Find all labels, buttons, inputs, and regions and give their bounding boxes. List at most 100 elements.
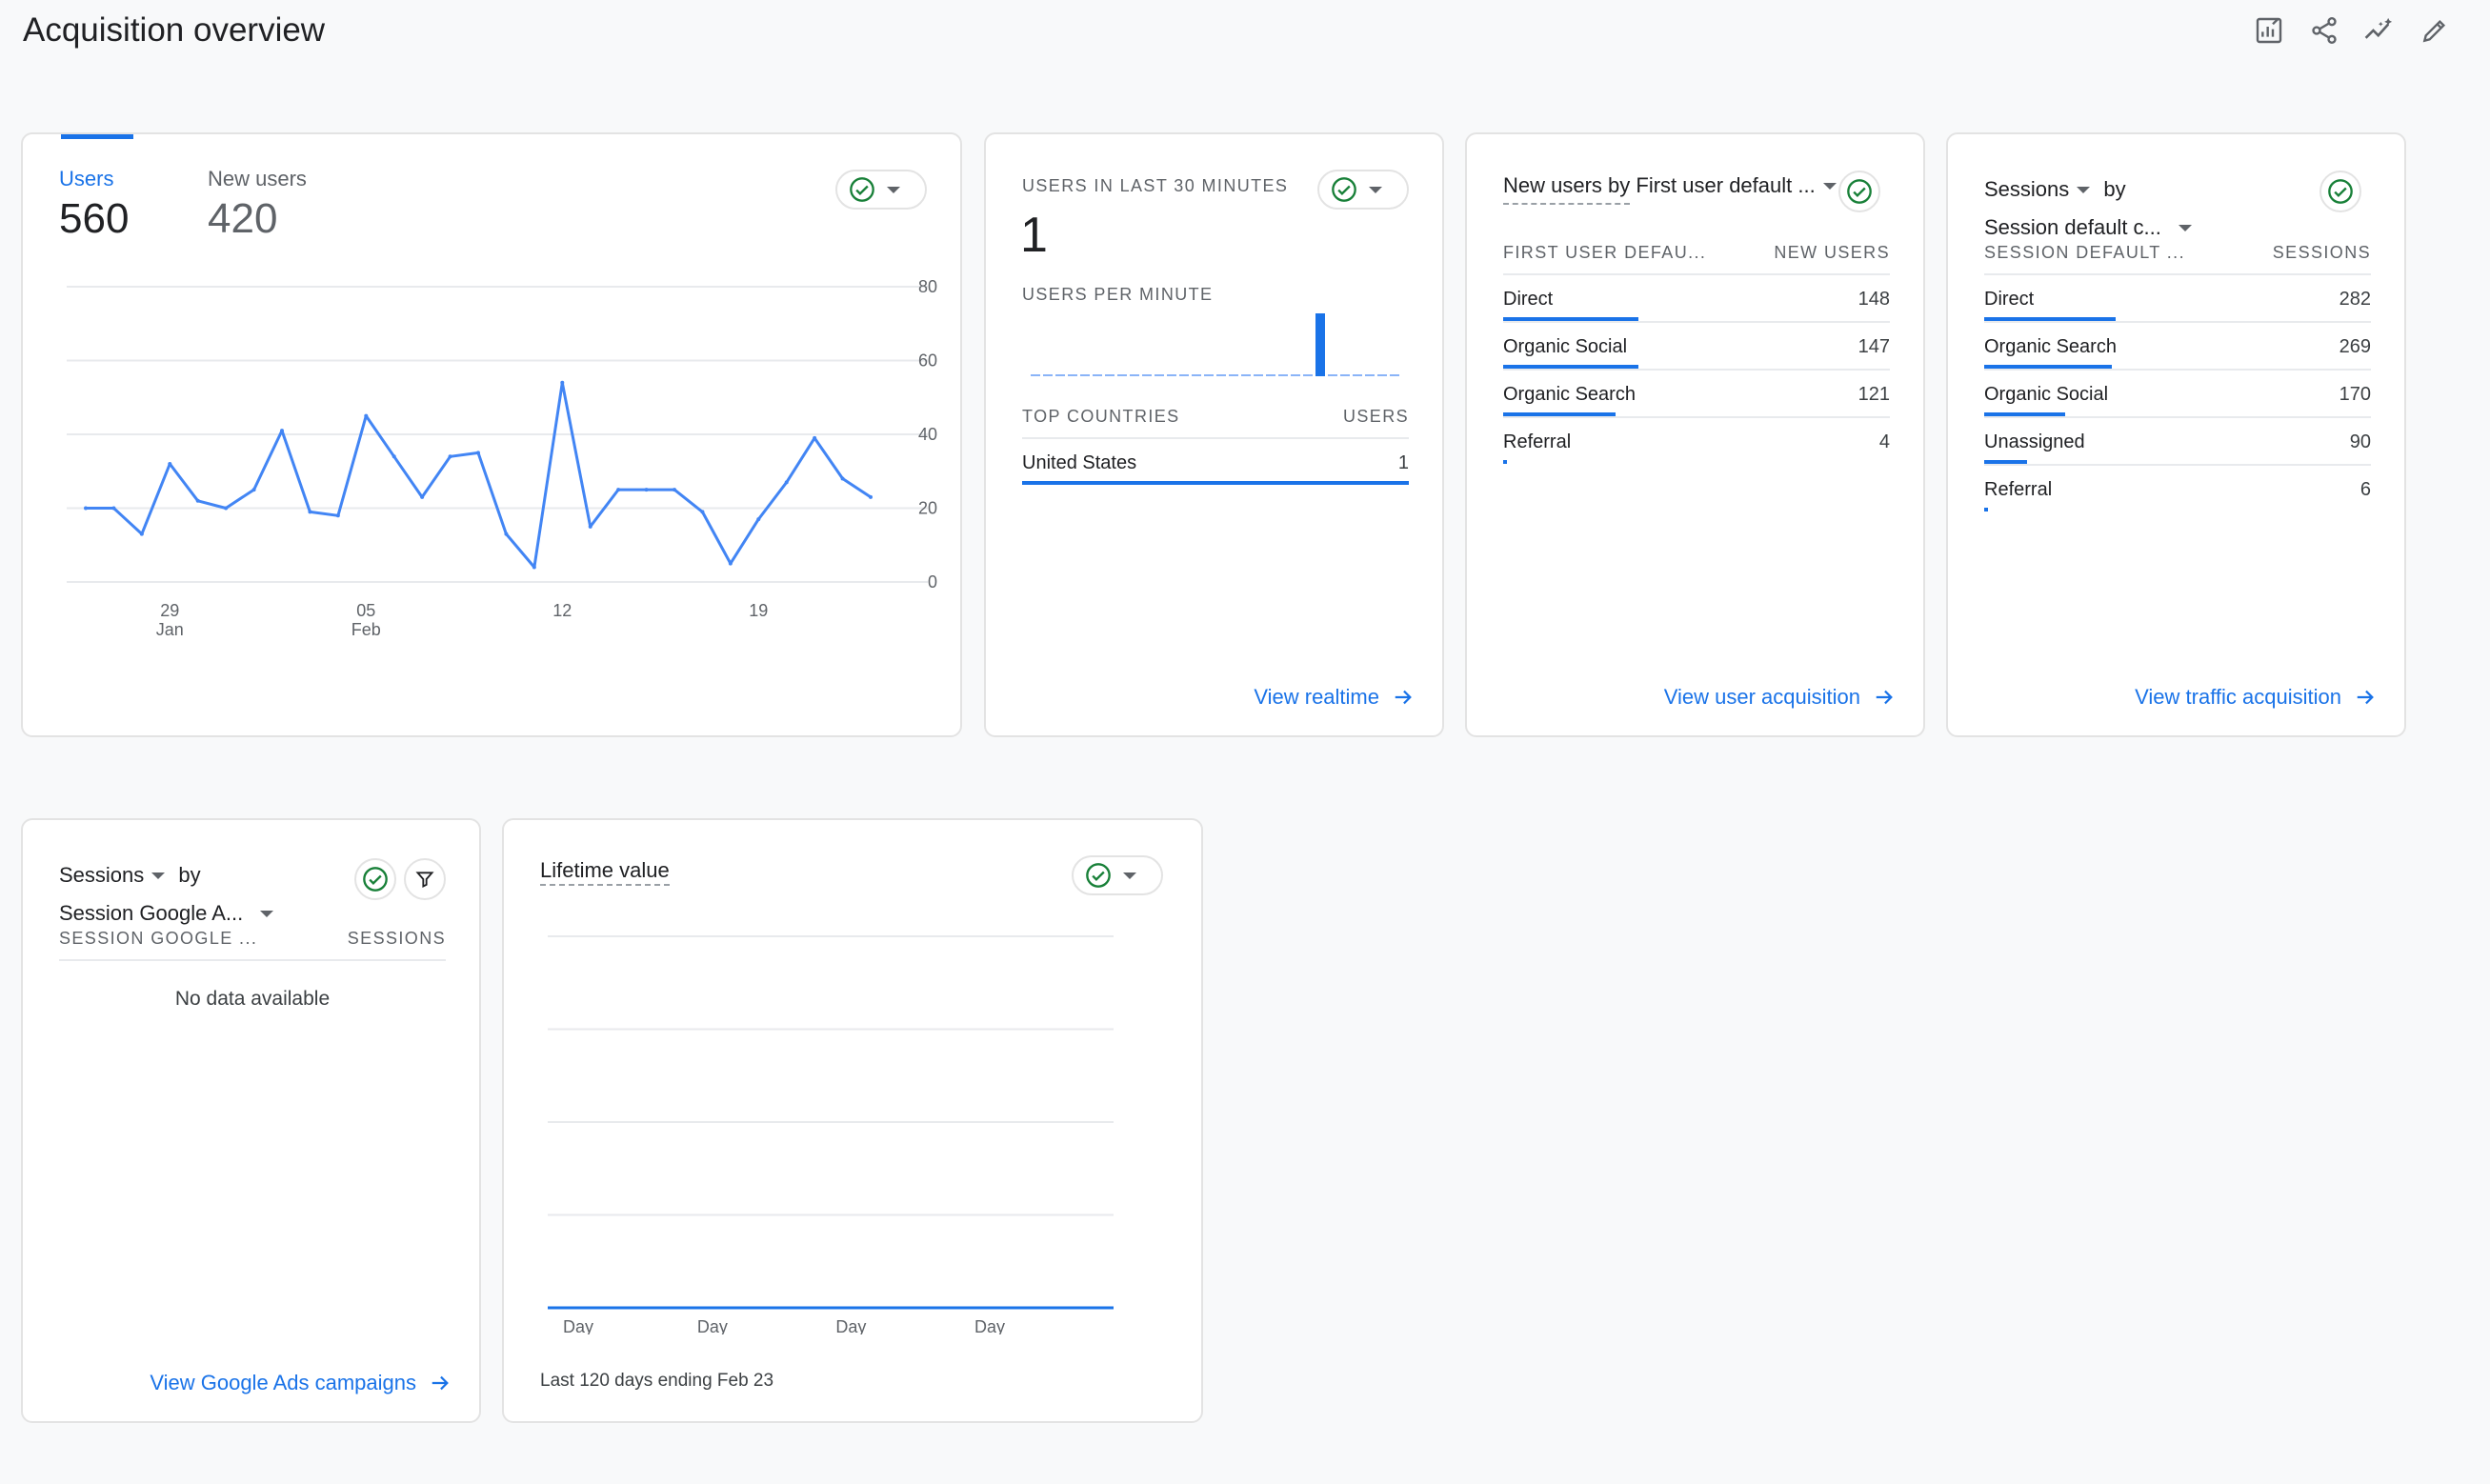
minute-bar[interactable] [1291,374,1300,376]
view-user-acquisition-link[interactable]: View user acquisition [1664,685,1895,710]
minute-bar[interactable] [1130,374,1139,376]
data-point[interactable] [532,565,536,570]
minute-bar[interactable] [1353,374,1362,376]
data-point[interactable] [251,488,256,492]
insights-icon[interactable] [2362,13,2397,48]
minute-bar[interactable] [1068,374,1077,376]
minute-bar[interactable] [1216,374,1226,376]
data-point[interactable] [840,476,845,481]
data-point[interactable] [588,524,592,529]
metric-dropdown[interactable]: Sessions [1984,170,2091,209]
table-row[interactable]: Direct 282 [1984,273,2371,321]
countries-header-label: TOP COUNTRIES [1022,407,1180,426]
data-point[interactable] [420,494,425,499]
table-row[interactable]: Organic Social 170 [1984,369,2371,416]
table-row[interactable]: Organic Social 147 [1503,321,1890,369]
table-row[interactable]: Organic Search 269 [1984,321,2371,369]
table-row[interactable]: Referral 4 [1503,416,1890,464]
minute-bar[interactable] [1229,374,1238,376]
customize-report-icon[interactable] [2252,13,2286,48]
title-line: New users by [1503,173,1631,197]
data-point[interactable] [224,506,229,511]
minute-bar[interactable] [1278,374,1288,376]
table-row[interactable]: Organic Search 121 [1503,369,1890,416]
minute-bar[interactable] [1192,374,1201,376]
view-traffic-acquisition-link[interactable]: View traffic acquisition [2135,685,2376,710]
minute-bar[interactable] [1241,374,1251,376]
view-realtime-link[interactable]: View realtime [1254,685,1414,710]
data-point[interactable] [448,454,452,459]
minute-bar[interactable] [1254,374,1263,376]
filter-button[interactable] [404,858,446,900]
dimension-dropdown[interactable]: First user default ... [1636,170,1837,201]
data-point[interactable] [756,517,761,522]
data-point[interactable] [700,510,705,514]
chevron-down-icon [151,872,166,879]
x-tick-label: Day [835,1317,866,1334]
minute-bar[interactable] [1340,374,1350,376]
compare-status-pill[interactable] [1317,170,1409,210]
minute-bar[interactable] [1167,374,1176,376]
dimension-dropdown[interactable]: Session default c... [1984,209,2192,247]
x-tick-label: Day [974,1317,1005,1334]
minute-bar[interactable] [1105,374,1114,376]
compare-status-button[interactable] [354,858,396,900]
minute-bar[interactable] [1117,374,1127,376]
minute-bar[interactable] [1080,374,1090,376]
metric-tab-users[interactable]: Users 560 [59,167,129,243]
x-tick-label: Day [563,1317,593,1334]
data-point[interactable] [869,494,873,499]
header-dimension: FIRST USER DEFAU... [1503,243,1707,262]
view-google-ads-campaigns-link[interactable]: View Google Ads campaigns [150,1371,451,1395]
minute-bar[interactable] [1155,374,1164,376]
minute-bar[interactable] [1179,374,1189,376]
compare-status-pill[interactable] [835,170,927,210]
minute-bar[interactable] [1365,374,1375,376]
minute-bar[interactable] [1204,374,1214,376]
minute-bar[interactable] [1142,374,1152,376]
table-row[interactable]: United States 1 [1022,437,1409,485]
realtime-value: 1 [1020,208,1048,263]
data-point[interactable] [111,506,116,511]
data-point[interactable] [392,454,396,459]
minute-bar[interactable] [1093,374,1102,376]
compare-status-pill[interactable] [1072,855,1163,895]
metric-tab-new-users[interactable]: New users 420 [208,167,307,243]
data-point[interactable] [504,531,509,536]
data-point[interactable] [168,462,172,466]
minute-bar[interactable] [1266,374,1275,376]
compare-status-button[interactable] [1838,170,1880,212]
minute-bar[interactable] [1055,374,1065,376]
data-point[interactable] [728,561,733,566]
minute-bar[interactable] [1031,374,1040,376]
share-icon[interactable] [2307,13,2341,48]
data-point[interactable] [476,451,480,455]
data-point[interactable] [673,488,676,492]
data-point[interactable] [84,506,88,511]
data-point[interactable] [560,380,565,385]
minute-bar[interactable] [1315,313,1325,376]
data-point[interactable] [616,488,621,492]
data-point[interactable] [195,498,200,503]
dimension-dropdown[interactable]: Session Google A... [59,894,274,933]
metric-value: 560 [59,195,130,242]
compare-status-button[interactable] [2319,170,2361,212]
table-row[interactable]: Direct 148 [1503,273,1890,321]
data-point[interactable] [139,531,144,536]
table-row[interactable]: Unassigned 90 [1984,416,2371,464]
data-point[interactable] [784,480,789,485]
minute-bar[interactable] [1390,374,1399,376]
minute-bar[interactable] [1377,374,1387,376]
minute-bar[interactable] [1328,374,1337,376]
metric-dropdown[interactable]: Sessions [59,856,166,894]
data-point[interactable] [813,435,817,440]
data-point[interactable] [335,513,340,518]
table-row[interactable]: Referral 6 [1984,464,2371,511]
data-point[interactable] [364,413,369,418]
data-point[interactable] [308,510,312,514]
minute-bar[interactable] [1043,374,1053,376]
edit-icon[interactable] [2418,13,2452,48]
data-point[interactable] [644,488,649,492]
data-point[interactable] [280,429,284,433]
minute-bar[interactable] [1303,374,1313,376]
